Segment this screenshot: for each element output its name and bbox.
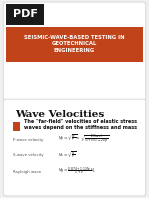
Text: Rayleigh wave: Rayleigh wave: [13, 170, 41, 174]
FancyBboxPatch shape: [3, 99, 146, 196]
FancyBboxPatch shape: [13, 122, 20, 131]
Text: PDF: PDF: [13, 9, 38, 19]
Text: $V_p = \sqrt{\frac{M}{\rho}} = \sqrt{\frac{E(1-\nu)}{(1+\nu)(1-2\nu)\rho}}$: $V_p = \sqrt{\frac{M}{\rho}} = \sqrt{\fr…: [58, 133, 110, 146]
Text: The "far-field" velocities of elastic stress
waves depend on the stiffness and m: The "far-field" velocities of elastic st…: [24, 119, 137, 130]
FancyBboxPatch shape: [3, 2, 146, 100]
Text: S-wave velocity: S-wave velocity: [13, 153, 43, 157]
Text: P-wave velocity: P-wave velocity: [13, 138, 43, 142]
Text: $V_R = \frac{0.874+1.125\nu}{1+\nu}V_s$: $V_R = \frac{0.874+1.125\nu}{1+\nu}V_s$: [58, 166, 96, 177]
Text: $V_s = \sqrt{\frac{G}{\rho}}$: $V_s = \sqrt{\frac{G}{\rho}}$: [58, 149, 77, 161]
Text: SEISMIC-WAVE-BASED TESTING IN
GEOTECHNICAL
ENGINEERING: SEISMIC-WAVE-BASED TESTING IN GEOTECHNIC…: [24, 35, 125, 53]
FancyBboxPatch shape: [6, 27, 143, 62]
FancyBboxPatch shape: [6, 4, 44, 25]
Text: Wave Velocities: Wave Velocities: [15, 110, 105, 119]
